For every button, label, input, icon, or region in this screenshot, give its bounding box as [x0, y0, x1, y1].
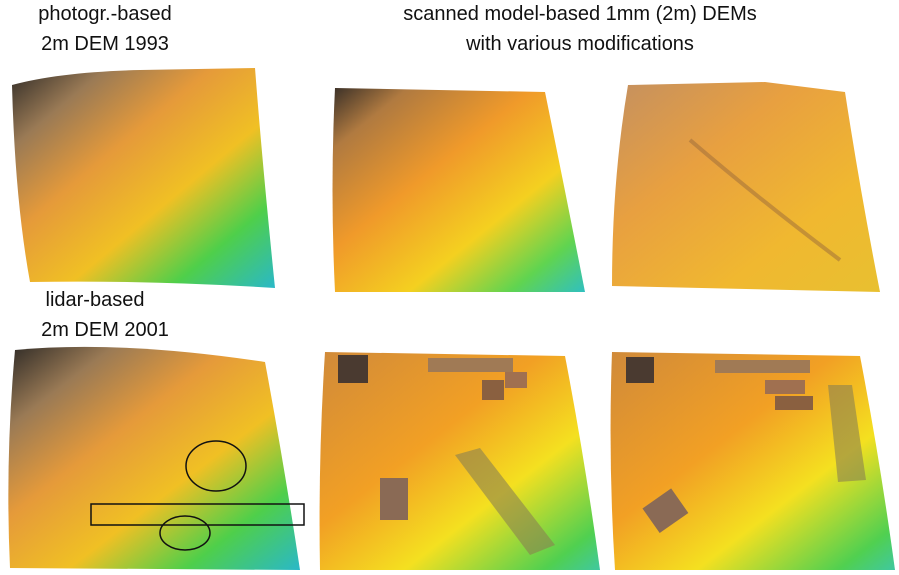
- building: [626, 357, 654, 383]
- panel-title: with various modifications: [465, 33, 694, 55]
- building: [765, 380, 805, 394]
- panel-title: photogr.-based: [38, 3, 171, 25]
- panel-title: 2m DEM 1993: [41, 33, 169, 55]
- building: [338, 355, 368, 383]
- panel-title: 2m DEM 2001: [41, 319, 169, 341]
- panel-title: scanned model-based 1mm (2m) DEMs: [403, 3, 756, 25]
- building: [428, 358, 513, 372]
- terrain-render: [12, 68, 275, 288]
- building: [715, 360, 810, 373]
- building: [775, 396, 813, 410]
- panel-title: lidar-based: [46, 289, 145, 311]
- building: [482, 380, 504, 400]
- building: [505, 372, 527, 388]
- building: [380, 478, 408, 520]
- terrain-render: [8, 347, 300, 570]
- figure: photogr.-based 2m DEM 1993 scanned model…: [0, 0, 899, 575]
- terrain-render: [333, 88, 586, 292]
